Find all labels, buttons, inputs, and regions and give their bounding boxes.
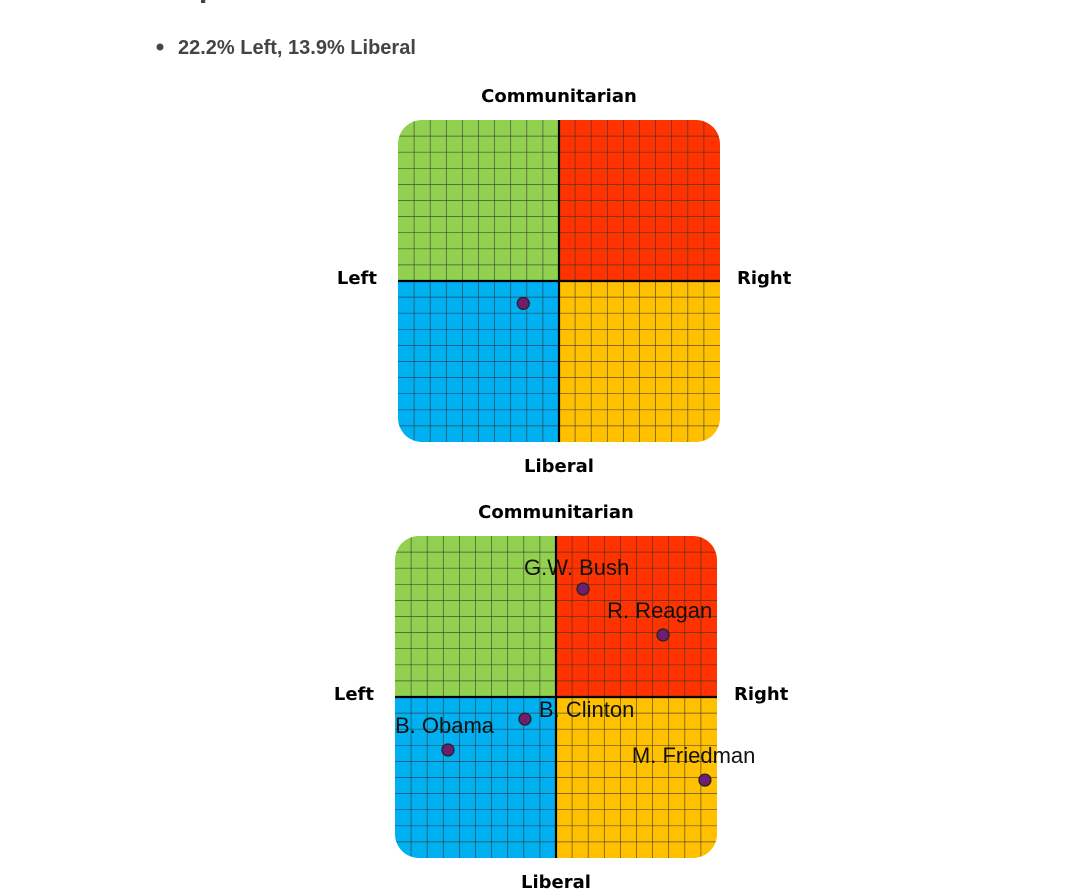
point <box>516 296 530 310</box>
axis-label-right: Right <box>734 684 789 705</box>
axis-label-bottom: Liberal <box>524 456 594 477</box>
point-label: B. Obama <box>395 713 495 738</box>
result-text: 22.2% Left, 13.9% Liberal <box>178 37 416 59</box>
heading: Your political coordinates are: <box>129 0 538 4</box>
compass <box>398 120 720 442</box>
point-label: G.W. Bush <box>524 555 629 580</box>
point-label: M. Friedman <box>632 743 755 768</box>
axis-label-right: Right <box>737 268 792 289</box>
point-label: B. Clinton <box>539 697 634 722</box>
point <box>576 582 590 596</box>
point-label: R. Reagan <box>607 598 712 623</box>
point <box>698 773 712 787</box>
axis-label-left: Left <box>337 268 378 289</box>
point <box>656 628 670 642</box>
axis-label-left: Left <box>334 684 375 705</box>
axis-label-top: Communitarian <box>478 502 634 523</box>
axis-label-bottom: Liberal <box>521 872 591 892</box>
point <box>518 712 532 726</box>
point <box>441 743 455 757</box>
bullet <box>156 43 164 51</box>
axis-label-top: Communitarian <box>481 86 637 107</box>
